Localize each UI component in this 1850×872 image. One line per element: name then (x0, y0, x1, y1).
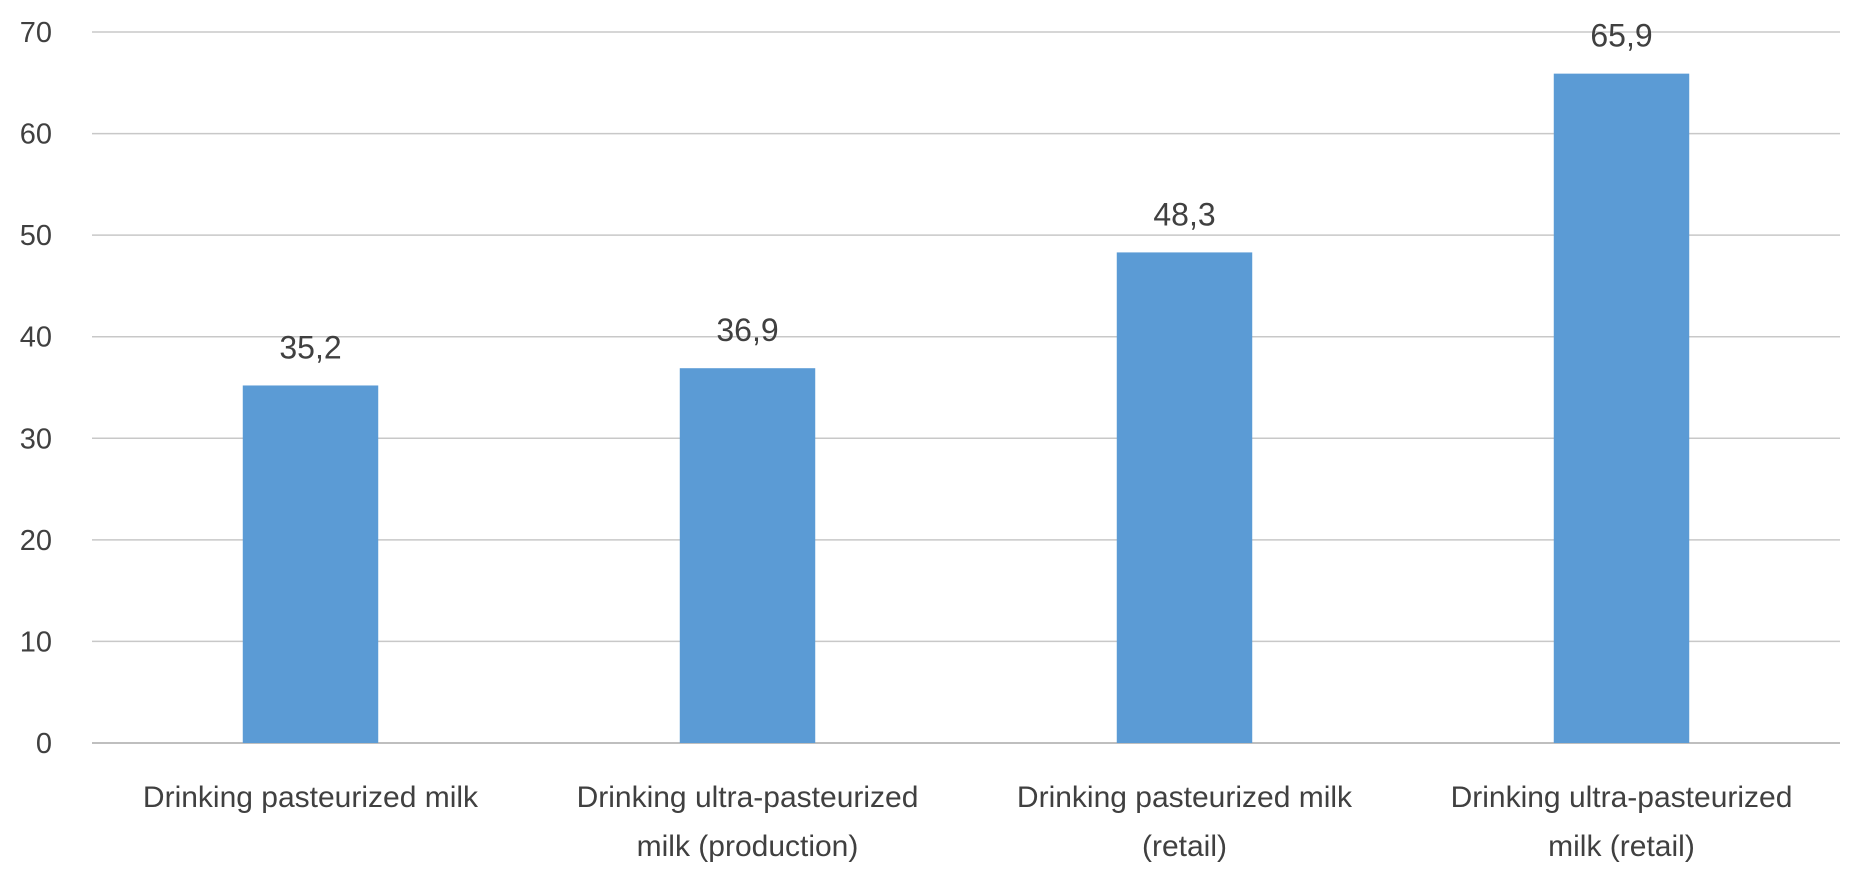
x-tick-label: Drinking ultra-pasteurized (577, 781, 919, 814)
y-tick-label: 70 (20, 17, 52, 49)
bar (1553, 73, 1690, 743)
y-tick-label: 20 (20, 525, 52, 557)
y-axis-ticks: 0 10 20 30 40 50 60 70 (20, 17, 52, 760)
bars (242, 73, 1690, 743)
bar (1116, 252, 1253, 743)
data-labels: 35,2 36,9 48,3 65,9 (279, 18, 1652, 366)
y-tick-label: 10 (20, 626, 52, 658)
x-tick-label: Drinking pasteurized milk (143, 781, 479, 814)
y-tick-label: 40 (20, 322, 52, 354)
x-tick-label: milk (production) (637, 830, 859, 863)
y-tick-label: 60 (20, 119, 52, 151)
bar (242, 385, 379, 743)
data-label: 65,9 (1590, 18, 1652, 54)
data-label: 36,9 (716, 312, 778, 348)
bar (679, 368, 816, 743)
x-tick-label: milk (retail) (1548, 830, 1695, 863)
data-label: 35,2 (279, 329, 341, 365)
x-tick-label: Drinking ultra-pasteurized (1451, 781, 1793, 814)
data-label: 48,3 (1153, 196, 1215, 232)
y-tick-label: 50 (20, 220, 52, 252)
x-axis-ticks: Drinking pasteurized milk Drinking ultra-… (143, 781, 1792, 863)
gridlines (92, 31, 1840, 744)
x-tick-label: (retail) (1142, 830, 1227, 863)
x-tick-label: Drinking pasteurized milk (1017, 781, 1353, 814)
y-tick-label: 0 (36, 728, 52, 760)
y-tick-label: 30 (20, 423, 52, 455)
